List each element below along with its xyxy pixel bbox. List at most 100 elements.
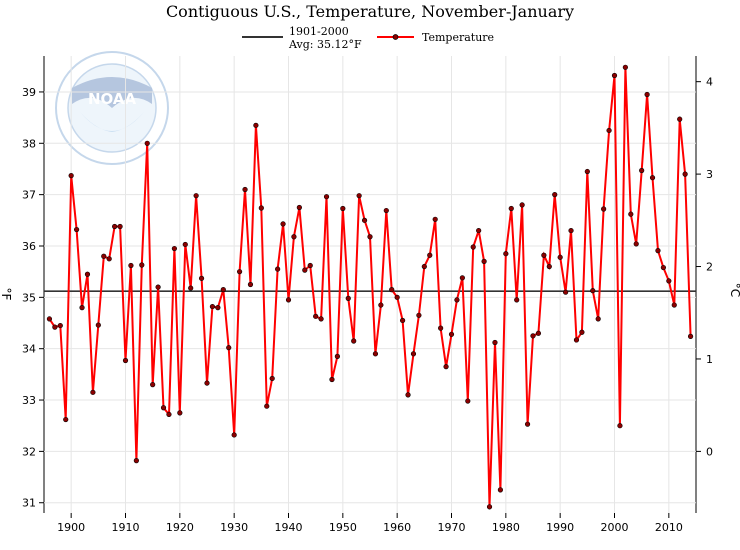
x-tick-label: 2000 xyxy=(601,521,629,534)
temperature-point xyxy=(231,432,237,438)
temperature-point xyxy=(378,302,384,308)
x-tick-label: 1940 xyxy=(275,521,303,534)
x-tick-label: 1990 xyxy=(546,521,574,534)
x-tick-label: 1980 xyxy=(492,521,520,534)
temperature-point xyxy=(530,333,536,339)
temperature-point xyxy=(573,337,580,343)
temperature-point xyxy=(584,168,590,175)
temperature-point xyxy=(313,313,319,319)
temperature-point xyxy=(454,297,460,303)
temperature-point xyxy=(220,287,226,293)
temperature-point xyxy=(400,317,406,324)
temperature-point xyxy=(470,244,476,250)
temperature-point xyxy=(562,289,569,295)
temperature-point xyxy=(617,423,623,429)
y-right-tick-label: 0 xyxy=(706,445,713,458)
temperature-point xyxy=(247,281,254,288)
temperature-point xyxy=(291,234,297,240)
y-left-tick-label: 33 xyxy=(22,394,36,407)
legend-baseline-label-1: 1901-2000 xyxy=(289,25,349,38)
temperature-point xyxy=(340,205,346,212)
temperature-point xyxy=(204,380,210,386)
y-left-tick-label: 34 xyxy=(22,343,36,356)
temperature-point xyxy=(524,421,531,427)
y-left-tick-label: 38 xyxy=(22,137,36,150)
temperature-point xyxy=(155,284,161,290)
x-tick-label: 1920 xyxy=(166,521,194,534)
temperature-point xyxy=(166,411,172,418)
temperature-point xyxy=(101,253,107,259)
temperature-point xyxy=(318,316,324,322)
legend-baseline-label-2: Avg: 35.12°F xyxy=(288,38,362,51)
temperature-point xyxy=(361,217,368,223)
temperature-point xyxy=(622,64,628,70)
temperature-point xyxy=(649,175,656,181)
temperature-point xyxy=(427,252,433,258)
temperature-point xyxy=(329,376,335,383)
temperature-point xyxy=(476,227,482,234)
temperature-point xyxy=(193,193,199,199)
temperature-point xyxy=(503,251,509,257)
noaa-logo: NOAA xyxy=(55,51,169,165)
temperature-point xyxy=(209,303,216,310)
y-axis-left: 31 32 33 34 35 36 37 38 39 xyxy=(22,86,44,510)
temperature-point xyxy=(79,305,85,311)
temperature-point xyxy=(150,382,156,388)
temperature-point xyxy=(611,72,618,79)
temperature-point xyxy=(438,325,444,331)
temperature-point xyxy=(106,256,112,262)
temperature-point xyxy=(677,116,683,122)
x-tick-label: 1910 xyxy=(112,521,140,534)
temperature-point xyxy=(90,389,96,395)
temperature-point xyxy=(633,241,639,247)
temperature-point xyxy=(486,504,493,510)
temperature-point xyxy=(514,297,520,303)
x-tick-label: 1950 xyxy=(329,521,357,534)
temperature-point xyxy=(285,297,292,303)
temperature-point xyxy=(296,204,302,211)
y-right-tick-label: 4 xyxy=(706,76,713,89)
temperature-point xyxy=(601,206,607,212)
temperature-point xyxy=(535,330,542,336)
temperature-point xyxy=(171,245,177,252)
temperature-point xyxy=(144,140,150,146)
temperature-point xyxy=(389,287,395,293)
temperature-point xyxy=(432,216,438,222)
chart-title: Contiguous U.S., Temperature, November-J… xyxy=(166,2,574,21)
temperature-point xyxy=(117,223,123,230)
legend: 1901-2000 Avg: 35.12°F Temperature xyxy=(242,25,494,51)
temperature-point xyxy=(128,262,134,269)
temperature-point xyxy=(383,207,389,214)
temperature-point xyxy=(198,275,205,281)
temperature-point xyxy=(188,285,194,291)
temperature-point xyxy=(280,221,286,227)
temperature-point xyxy=(541,252,547,258)
y-left-tick-label: 31 xyxy=(22,497,36,510)
temperature-point xyxy=(182,241,188,248)
y-left-tick-label: 35 xyxy=(22,291,36,304)
temperature-point xyxy=(579,329,585,335)
temperature-point xyxy=(242,186,248,193)
x-tick-label: 1970 xyxy=(438,521,466,534)
temperature-point xyxy=(639,167,645,174)
x-tick-label: 1930 xyxy=(220,521,248,534)
x-tick-label: 1960 xyxy=(383,521,411,534)
temperature-point xyxy=(372,351,379,357)
temperature-point xyxy=(356,193,362,199)
temperature-point xyxy=(682,171,688,177)
x-tick-label: 1900 xyxy=(57,521,85,534)
temperature-point xyxy=(52,324,58,330)
svg-text:NOAA: NOAA xyxy=(88,90,137,108)
temperature-point xyxy=(492,339,498,346)
temperature-point xyxy=(465,398,471,404)
temperature-point xyxy=(269,375,275,382)
temperature-point xyxy=(177,410,183,416)
temperature-point xyxy=(351,338,357,344)
temperature-point xyxy=(334,353,341,359)
y-left-tick-label: 37 xyxy=(22,189,36,202)
temperature-point xyxy=(133,458,139,464)
temperature-point xyxy=(606,127,612,134)
temperature-point xyxy=(655,248,661,254)
temperature-point xyxy=(552,192,558,198)
